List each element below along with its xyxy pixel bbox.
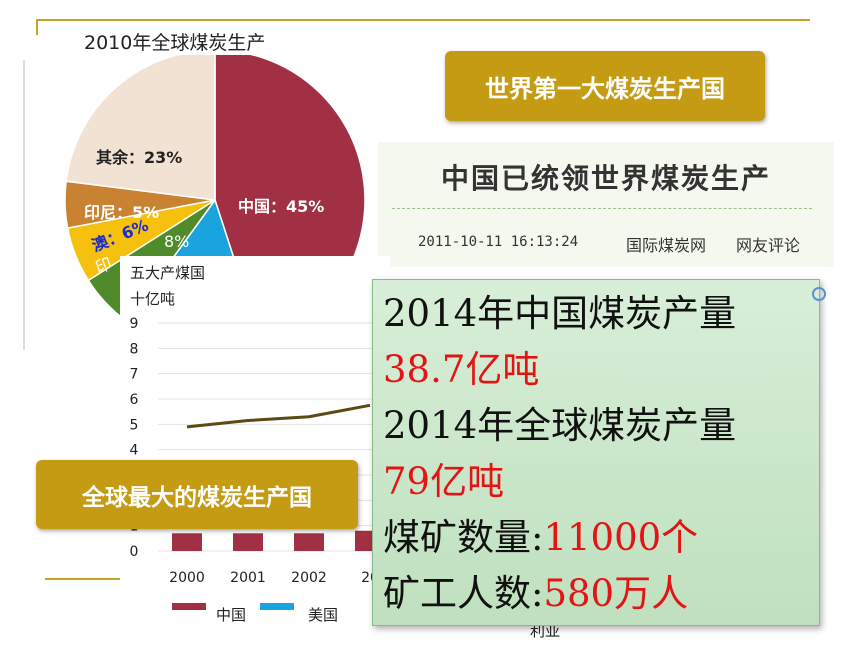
stats-miners: 矿工人数:580万人 (383, 566, 819, 622)
news-title: 中国已统领世界煤炭生产 (440, 162, 771, 195)
total-line (186, 403, 371, 429)
y-tick-7: 7 (130, 367, 139, 383)
y-tick-6: 6 (130, 392, 139, 408)
stats-global-value: 79亿吨 (383, 460, 505, 503)
y-tick-4: 4 (130, 443, 139, 459)
partial-label: 利亚 (530, 622, 561, 640)
pie-label-partial: 8% (164, 232, 190, 251)
chart-unit: 十亿吨 (130, 290, 176, 308)
stats-miners-label: 矿工人数: (383, 572, 544, 615)
decorative-rule (45, 578, 170, 580)
y-tick-9: 9 (130, 316, 139, 332)
news-card: 中国已统领世界煤炭生产 2011-10-11 16:13:24 国际煤炭网 网友… (378, 142, 834, 267)
top-rule (36, 19, 810, 21)
bar-china-2001 (233, 533, 263, 551)
stats-mines: 煤矿数量:11000个 (383, 510, 819, 566)
stats-miners-value: 580万人 (543, 572, 689, 615)
legend-china: 中国 (216, 606, 247, 624)
banner-world-first: 世界第一大煤炭生产国 (445, 51, 765, 121)
chart-panel (120, 256, 390, 636)
pie-label-indonesia: 印尼：5% (84, 203, 160, 222)
x-tick-2001: 2001 (230, 570, 266, 586)
legend-usa: 美国 (308, 606, 339, 624)
bar-china-2002 (294, 533, 324, 551)
left-rule (36, 19, 38, 35)
bar-china-2000 (172, 533, 202, 551)
stats-global-label: 2014年全球煤炭产量 (383, 404, 737, 447)
legend-swatch-usa (260, 603, 294, 610)
chart-title: 五大产煤国 (130, 264, 206, 282)
news-divider (392, 208, 812, 209)
zoom-icon[interactable] (812, 287, 826, 301)
pie-label-china: 中国：45% (238, 197, 325, 216)
stats-mines-value: 11000个 (543, 516, 699, 559)
news-date: 2011-10-11 16:13:24 (418, 234, 579, 250)
left-border (23, 60, 25, 350)
y-tick-5: 5 (130, 417, 139, 433)
news-comment-link[interactable]: 网友评论 (736, 236, 801, 255)
pie-label-others: 其余：23% (96, 148, 183, 167)
y-tick-8: 8 (130, 341, 139, 357)
news-source: 国际煤炭网 (626, 236, 707, 255)
x-tick-2002: 2002 (291, 570, 327, 586)
stats-china-label: 2014年中国煤炭产量 (383, 292, 737, 335)
pie-title: 2010年全球煤炭生产 (80, 28, 270, 55)
pie-slice-5 (65, 49, 216, 201)
legend-swatch-china (172, 603, 206, 610)
x-tick-2000: 2000 (169, 570, 205, 586)
stats-china-value: 38.7亿吨 (383, 348, 540, 391)
stats-mines-label: 煤矿数量: (383, 516, 544, 559)
y-tick-0: 0 (130, 544, 139, 560)
banner-global-largest: 全球最大的煤炭生产国 (36, 460, 358, 529)
production-chart: 012345678920002001200220 (130, 316, 390, 586)
stats-card: 2014年中国煤炭产量 38.7亿吨 2014年全球煤炭产量 79亿吨 煤矿数量… (372, 279, 820, 626)
